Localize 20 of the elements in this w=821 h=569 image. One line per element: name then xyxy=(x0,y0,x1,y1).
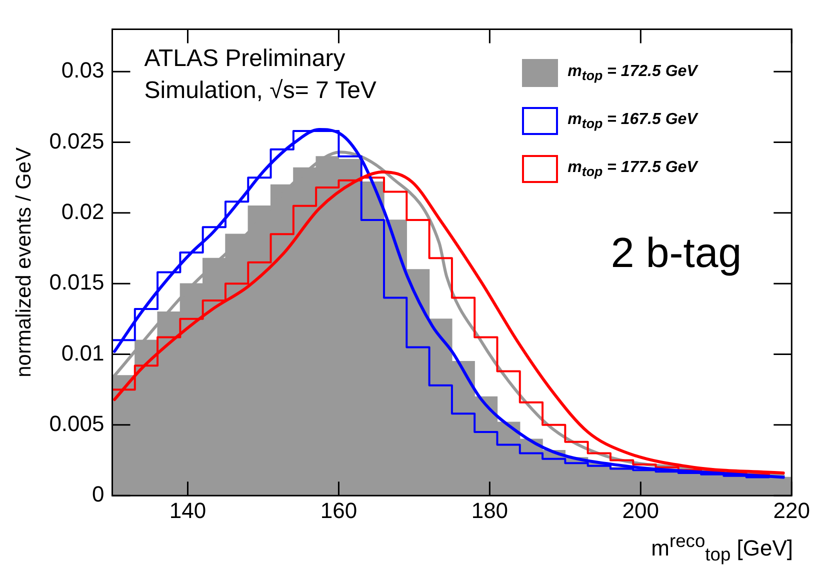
x-tick-label: 140 xyxy=(169,498,206,523)
legend-label: m$_{top}$ = 167.5 GeV xyxy=(568,111,698,132)
y-tick-label: 0.005 xyxy=(49,410,104,436)
y-tick-label: 0.01 xyxy=(61,340,104,366)
y-tick-label: 0.03 xyxy=(61,58,104,83)
x-tick-label: 180 xyxy=(471,498,508,523)
x-tick-label: 200 xyxy=(622,498,660,523)
legend-label: m$_{top}$ = 177.5 GeV xyxy=(568,159,698,180)
y-tick-label: 0.015 xyxy=(49,270,104,295)
legend-label: m$_{top}$ = 172.5 GeV xyxy=(568,63,698,84)
y-axis-title: normalized events / GeV xyxy=(12,147,36,378)
y-tick-label: 0.025 xyxy=(49,128,104,154)
x-tick-label: 220 xyxy=(773,498,810,523)
annotation: ATLAS Preliminary xyxy=(144,45,346,74)
annotation: Simulation, √s= 7 TeV xyxy=(144,77,376,106)
y-tick-label: 0.02 xyxy=(61,198,104,224)
x-tick-label: 160 xyxy=(320,498,358,523)
y-tick-label: 0 xyxy=(92,482,104,507)
x-axis-title: m$^{reco}$$_{top}$ [GeV] xyxy=(651,530,793,566)
annotation: 2 b-tag xyxy=(610,229,742,278)
